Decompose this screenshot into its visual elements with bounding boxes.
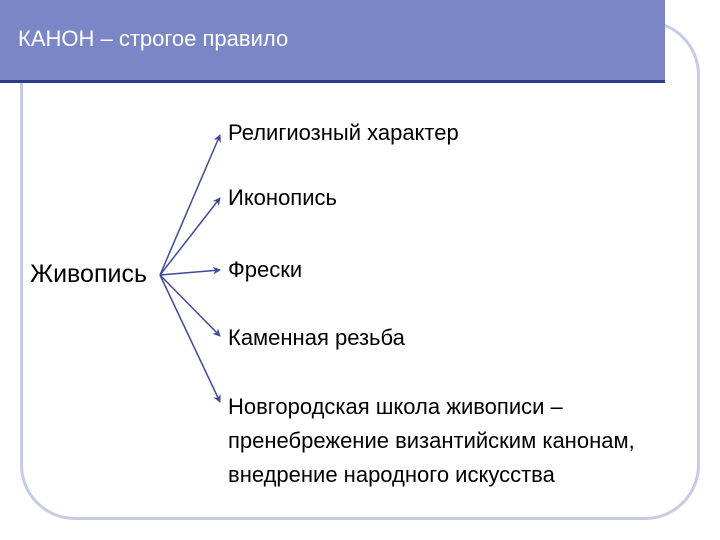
slide-title: КАНОН – строгое правило [18, 26, 288, 52]
branch-label-3: Каменная резьба [228, 325, 405, 351]
branch-label-1: Иконопись [228, 185, 337, 211]
branch-label-0: Религиозный характер [228, 120, 459, 146]
header-underline [0, 80, 665, 83]
diagram-root: Живопись [30, 260, 147, 289]
branch-label-4: Новгородская школа живописи – пренебреже… [228, 390, 708, 492]
branch-label-2: Фрески [228, 257, 302, 283]
